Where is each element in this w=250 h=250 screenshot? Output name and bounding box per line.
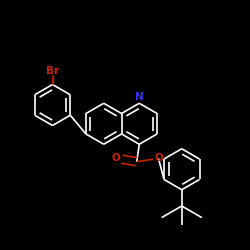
Text: Br: Br — [46, 66, 59, 76]
Text: N: N — [135, 92, 144, 102]
Text: O: O — [154, 153, 163, 163]
Text: O: O — [112, 153, 121, 163]
